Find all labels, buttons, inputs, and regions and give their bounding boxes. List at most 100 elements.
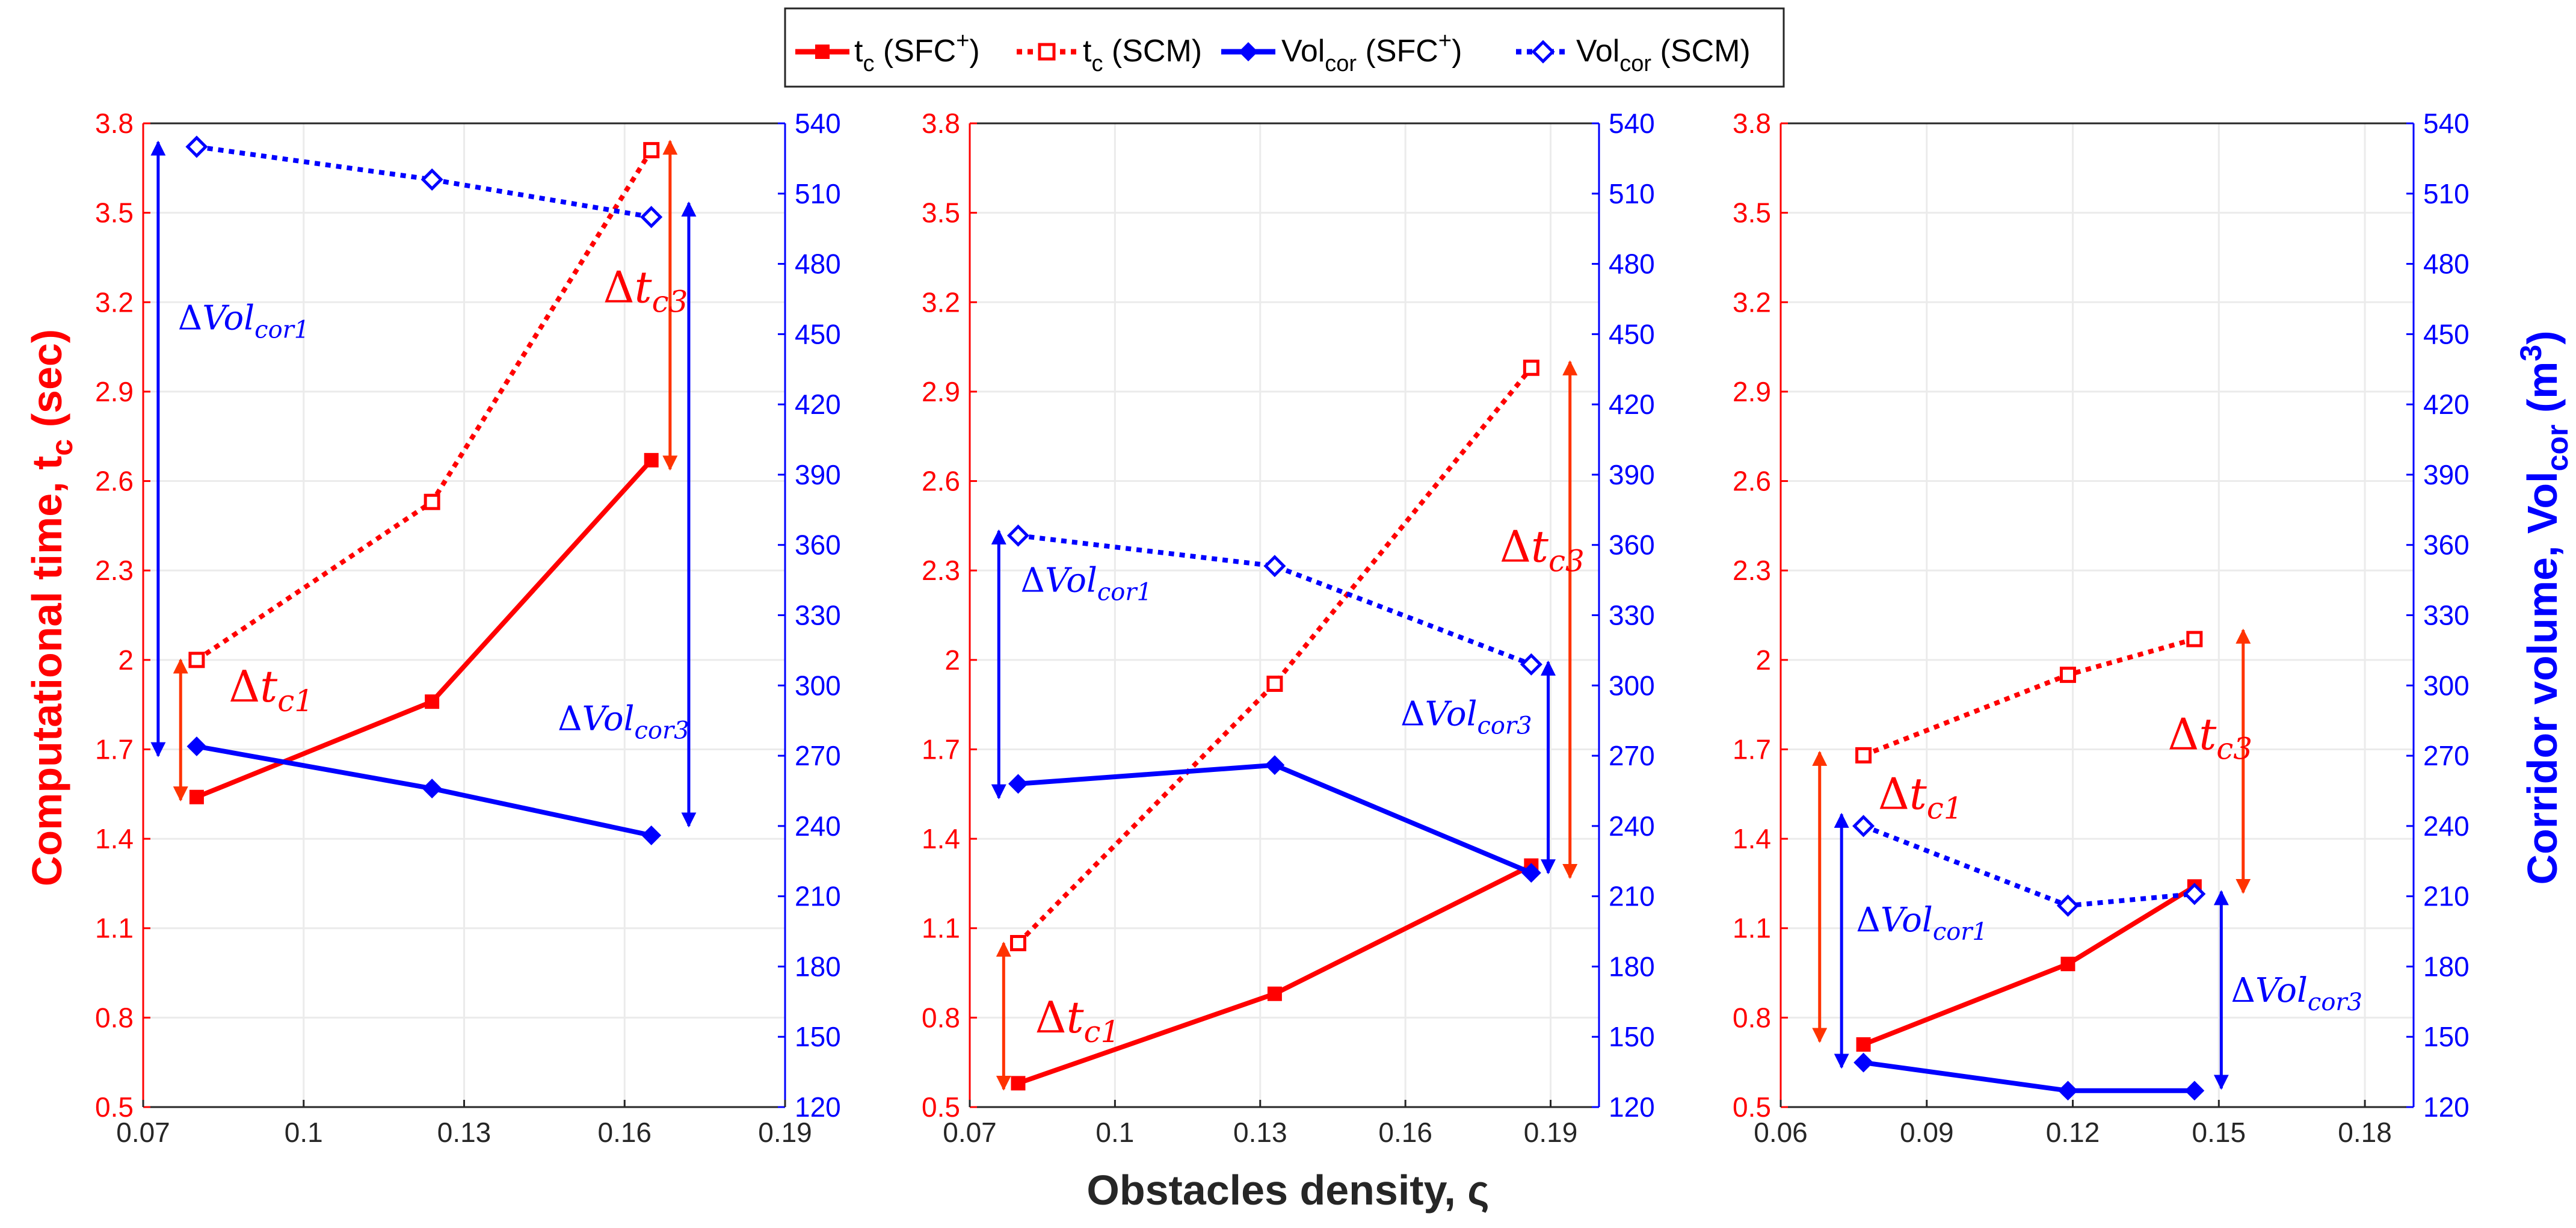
right-tick-label: 390 — [795, 459, 841, 490]
data-point-marker — [641, 825, 662, 845]
annotation-variable: Vol — [1045, 561, 1097, 600]
left-tick-label: 3.5 — [1733, 197, 1771, 229]
annotation-label: ΔVolcor1 — [178, 299, 309, 344]
right-tick-label: 330 — [2423, 600, 2470, 631]
annotation-variable: t — [260, 661, 278, 712]
x-tick-label: 0.09 — [1900, 1117, 1954, 1148]
annotation-label: Δtc1 — [229, 661, 313, 718]
legend: tc (SFC+) tc (SCM) Volcor (SFC+) Volcor … — [784, 7, 1785, 88]
left-tick-label: 2.3 — [1733, 555, 1771, 586]
right-tick-label: 480 — [2423, 248, 2470, 280]
data-point-marker — [1008, 774, 1028, 794]
data-point-marker — [2183, 883, 2206, 906]
left-tick-label: 0.8 — [922, 1002, 960, 1033]
data-point-marker — [425, 694, 440, 709]
annotation-delta: Δ — [1020, 561, 1044, 600]
annotation-variable: Vol — [1425, 694, 1478, 733]
right-tick-label: 210 — [795, 881, 841, 912]
annotation-delta: Δ — [2231, 971, 2255, 1010]
data-point-marker — [1855, 747, 1872, 764]
legend-label: tc (SCM) — [1083, 34, 1202, 76]
right-tick-label: 150 — [795, 1021, 841, 1052]
annotation-subscript: c1 — [277, 683, 313, 718]
right-tick-label: 360 — [2423, 529, 2470, 561]
data-point-marker — [421, 168, 443, 191]
left-tick-label: 2.9 — [922, 376, 960, 407]
x-tick-label: 0.06 — [1754, 1117, 1808, 1148]
data-point-marker — [1263, 555, 1286, 578]
right-tick-label: 510 — [795, 178, 841, 209]
x-axis-title: Obstacles density, ς — [1086, 1167, 1489, 1214]
right-tick-label: 180 — [1609, 951, 1655, 982]
annotation-label: ΔVolcor3 — [558, 699, 689, 744]
legend-label: Volcor (SFC+) — [1281, 28, 1462, 76]
data-point-marker — [424, 493, 440, 510]
left-tick-label: 3.2 — [95, 286, 134, 318]
right-tick-label: 330 — [1609, 600, 1655, 631]
right-tick-label: 240 — [795, 810, 841, 842]
left-tick-label: 2.9 — [95, 376, 134, 407]
annotation-label: ΔVolcor3 — [1400, 694, 1532, 739]
right-tick-label: 120 — [795, 1091, 841, 1123]
chart-panel-2: 0.5 0.8 1.1 1.4 1.7 2 2.3 2.6 2.9 3.2 3.5 3.8 120 150… — [922, 108, 1655, 1148]
annotation-variable: Vol — [582, 699, 635, 738]
left-tick-label: 2.6 — [922, 466, 960, 497]
right-tick-label: 420 — [795, 389, 841, 420]
right-tick-label: 510 — [1609, 178, 1655, 209]
annotation-subscript: c3 — [1548, 543, 1585, 578]
right-tick-label: 450 — [2423, 318, 2470, 350]
annotation-delta: Δ — [178, 299, 202, 338]
plot-area — [1781, 123, 2414, 1107]
right-tick-label: 270 — [1609, 740, 1655, 771]
legend-swatch-marker — [1239, 42, 1258, 61]
x-tick-label: 0.15 — [2192, 1117, 2246, 1148]
right-tick-label: 270 — [795, 740, 841, 771]
annotation-subscript: c3 — [2216, 731, 2252, 766]
chart-panel-1: 0.5 0.8 1.1 1.4 1.7 2 2.3 2.6 2.9 3.2 3.5 3.8 120 150… — [95, 108, 841, 1148]
annotation-variable: Vol — [202, 299, 254, 338]
left-tick-label: 1.4 — [95, 823, 134, 854]
plot-area — [970, 123, 1599, 1107]
legend-item-vol-sfc: Volcor (SFC+) — [1221, 28, 1462, 76]
left-tick-label: 3.5 — [95, 197, 134, 229]
left-tick-label: 0.5 — [1733, 1091, 1771, 1123]
annotation-variable: Vol — [1881, 901, 1933, 940]
annotation-label: Δtc1 — [1878, 769, 1963, 826]
left-tick-label: 3.8 — [1733, 108, 1771, 139]
annotation-variable: t — [1067, 992, 1085, 1043]
annotation-label: ΔVolcor1 — [1856, 901, 1987, 946]
annotation-subscript: cor1 — [254, 316, 309, 344]
data-point-marker — [644, 452, 659, 467]
left-tick-label: 3.5 — [922, 197, 960, 229]
left-tick-label: 1.7 — [922, 733, 960, 765]
left-tick-label: 0.5 — [922, 1091, 960, 1123]
annotation-delta: Δ — [558, 699, 582, 738]
right-tick-label: 120 — [1609, 1091, 1655, 1123]
annotation-subscript: cor3 — [634, 717, 689, 744]
legend-swatch-marker — [1038, 43, 1056, 61]
right-tick-label: 210 — [2423, 881, 2470, 912]
data-point-marker — [189, 789, 204, 804]
right-tick-label: 540 — [1609, 108, 1655, 139]
right-tick-label: 390 — [2423, 459, 2470, 490]
annotation-variable: t — [2199, 709, 2217, 759]
annotation-variable: t — [635, 262, 653, 312]
data-point-marker — [1009, 935, 1026, 951]
annotation-variable: Vol — [2255, 971, 2308, 1010]
data-point-marker — [188, 652, 205, 668]
x-tick-label: 0.07 — [943, 1117, 997, 1148]
right-tick-label: 450 — [795, 318, 841, 350]
annotation-subscript: c3 — [652, 284, 688, 319]
annotation-subscript: cor1 — [1933, 918, 1988, 946]
data-point-marker — [422, 779, 442, 798]
left-axis-title: Computational time, tc (sec) — [23, 329, 79, 886]
right-tick-label: 420 — [1609, 389, 1655, 420]
left-tick-label: 3.2 — [922, 286, 960, 318]
x-tick-label: 0.07 — [116, 1117, 170, 1148]
annotation-subscript: cor1 — [1097, 579, 1152, 606]
right-tick-label: 240 — [2423, 810, 2470, 842]
data-point-marker — [1853, 1052, 1873, 1073]
annotation-subscript: c1 — [1927, 791, 1963, 826]
data-point-marker — [185, 135, 208, 158]
annotation-label: Δtc3 — [1500, 521, 1585, 578]
